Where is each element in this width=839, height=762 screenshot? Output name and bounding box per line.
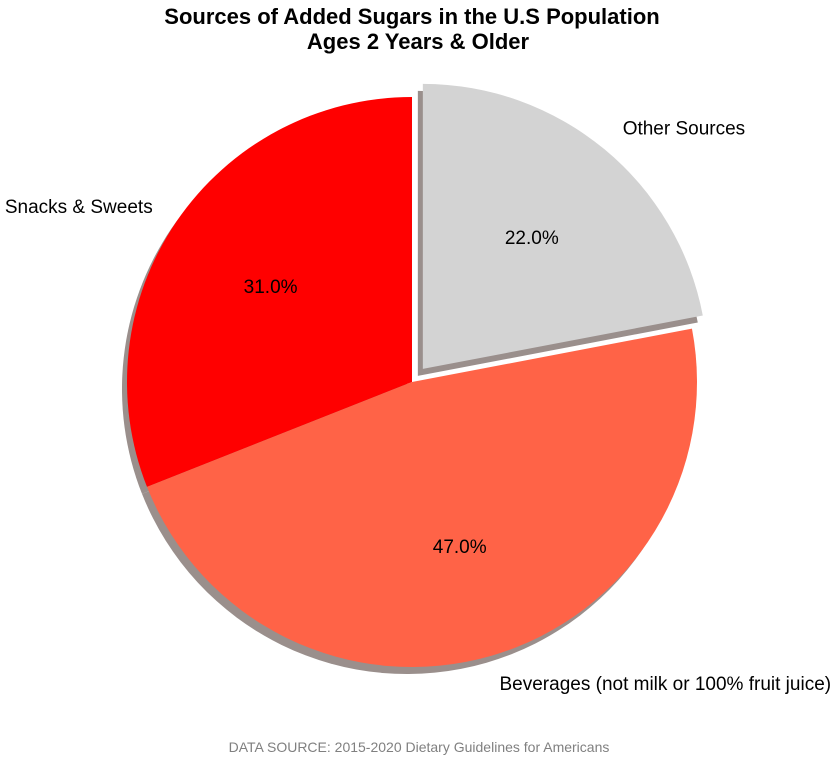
chart-title-line-2: Ages 2 Years & Older	[307, 29, 530, 54]
pie-slice-snacks-sweets	[126, 97, 413, 487]
pie-slice-beverages-not-milk-or-100-fruit-juice	[147, 328, 698, 668]
pct-label-beverages-not-milk-or-100-fruit-juice: 47.0%	[433, 537, 487, 558]
category-label-other-sources: Other Sources	[623, 118, 746, 139]
pie-slice-other-sources	[422, 83, 703, 369]
category-label-beverages-not-milk-or-100-fruit-juice: Beverages (not milk or 100% fruit juice)	[500, 674, 832, 695]
pct-label-snacks-sweets: 31.0%	[244, 277, 298, 298]
pct-label-other-sources: 22.0%	[505, 228, 559, 249]
chart-title-line-1: Sources of Added Sugars in the U.S Popul…	[164, 4, 659, 29]
data-source-note: DATA SOURCE: 2015-2020 Dietary Guideline…	[229, 739, 610, 755]
pie-label-layer: 31.0% Snacks & Sweets 47.0% Beverages (not …	[5, 118, 831, 695]
pie-slice-layer	[126, 83, 703, 668]
category-label-snacks-sweets: Snacks & Sweets	[5, 197, 153, 218]
